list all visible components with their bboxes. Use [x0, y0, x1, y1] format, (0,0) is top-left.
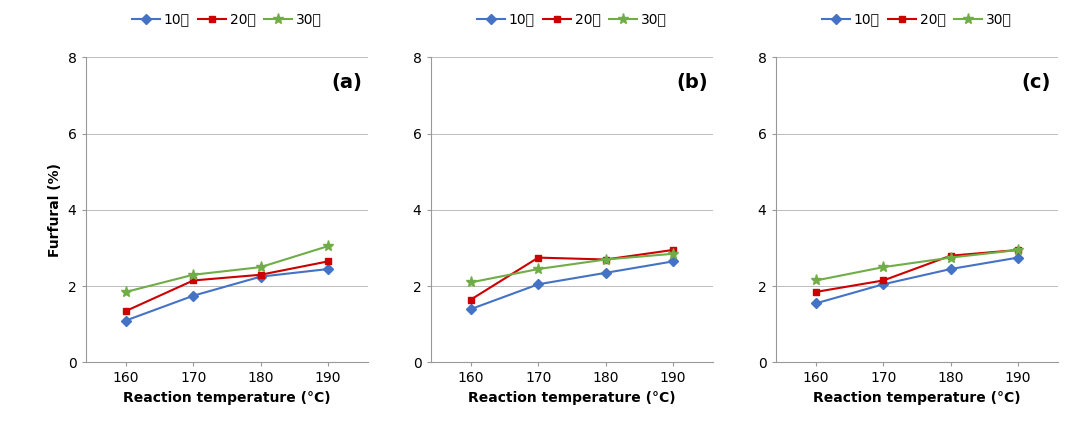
Y-axis label: Furfural (%): Furfural (%) — [48, 163, 62, 257]
20분 — [120, 309, 133, 314]
X-axis label: Reaction temperature (°C): Reaction temperature (°C) — [814, 391, 1021, 405]
20분 — [809, 289, 822, 294]
20분 — [322, 259, 335, 264]
20분 — [187, 278, 200, 283]
10분 — [465, 306, 478, 312]
X-axis label: Reaction temperature (°C): Reaction temperature (°C) — [468, 391, 676, 405]
Legend: 10분, 20분, 30분: 10분, 20분, 30분 — [131, 12, 322, 27]
Line: 10분: 10분 — [123, 266, 331, 324]
10분 — [599, 270, 611, 275]
Text: (c): (c) — [1022, 72, 1051, 91]
20분 — [877, 278, 889, 283]
20분 — [599, 257, 611, 262]
30분 — [187, 272, 200, 278]
10분 — [944, 267, 957, 272]
10분 — [877, 282, 889, 287]
30분 — [532, 267, 545, 272]
30분 — [877, 264, 889, 270]
30분 — [666, 251, 679, 256]
Line: 30분: 30분 — [121, 240, 334, 297]
30분 — [254, 264, 267, 270]
10분 — [322, 267, 335, 272]
X-axis label: Reaction temperature (°C): Reaction temperature (°C) — [123, 391, 330, 405]
20분 — [465, 297, 478, 302]
30분 — [944, 255, 957, 260]
10분 — [532, 282, 545, 287]
10분 — [254, 274, 267, 279]
10분 — [666, 259, 679, 264]
Line: 30분: 30분 — [465, 248, 679, 288]
20분 — [254, 272, 267, 278]
30분 — [599, 257, 611, 262]
10분 — [809, 301, 822, 306]
20분 — [1011, 248, 1024, 253]
30분 — [322, 244, 335, 249]
30분 — [809, 278, 822, 283]
30분 — [465, 280, 478, 285]
Line: 20분: 20분 — [812, 247, 1021, 295]
10분 — [187, 293, 200, 298]
30분 — [120, 289, 133, 294]
20분 — [532, 255, 545, 260]
Line: 30분: 30분 — [810, 244, 1023, 286]
30분 — [1011, 248, 1024, 253]
20분 — [944, 253, 957, 258]
Text: (b): (b) — [677, 72, 708, 91]
10분 — [120, 318, 133, 323]
Text: (a): (a) — [331, 72, 362, 91]
Line: 20분: 20분 — [123, 258, 331, 314]
Line: 10분: 10분 — [812, 254, 1021, 307]
Legend: 10분, 20분, 30분: 10분, 20분, 30분 — [822, 12, 1012, 27]
20분 — [666, 248, 679, 253]
10분 — [1011, 255, 1024, 260]
Line: 10분: 10분 — [467, 258, 677, 312]
Legend: 10분, 20분, 30분: 10분, 20분, 30분 — [477, 12, 667, 27]
Line: 20분: 20분 — [467, 247, 677, 303]
